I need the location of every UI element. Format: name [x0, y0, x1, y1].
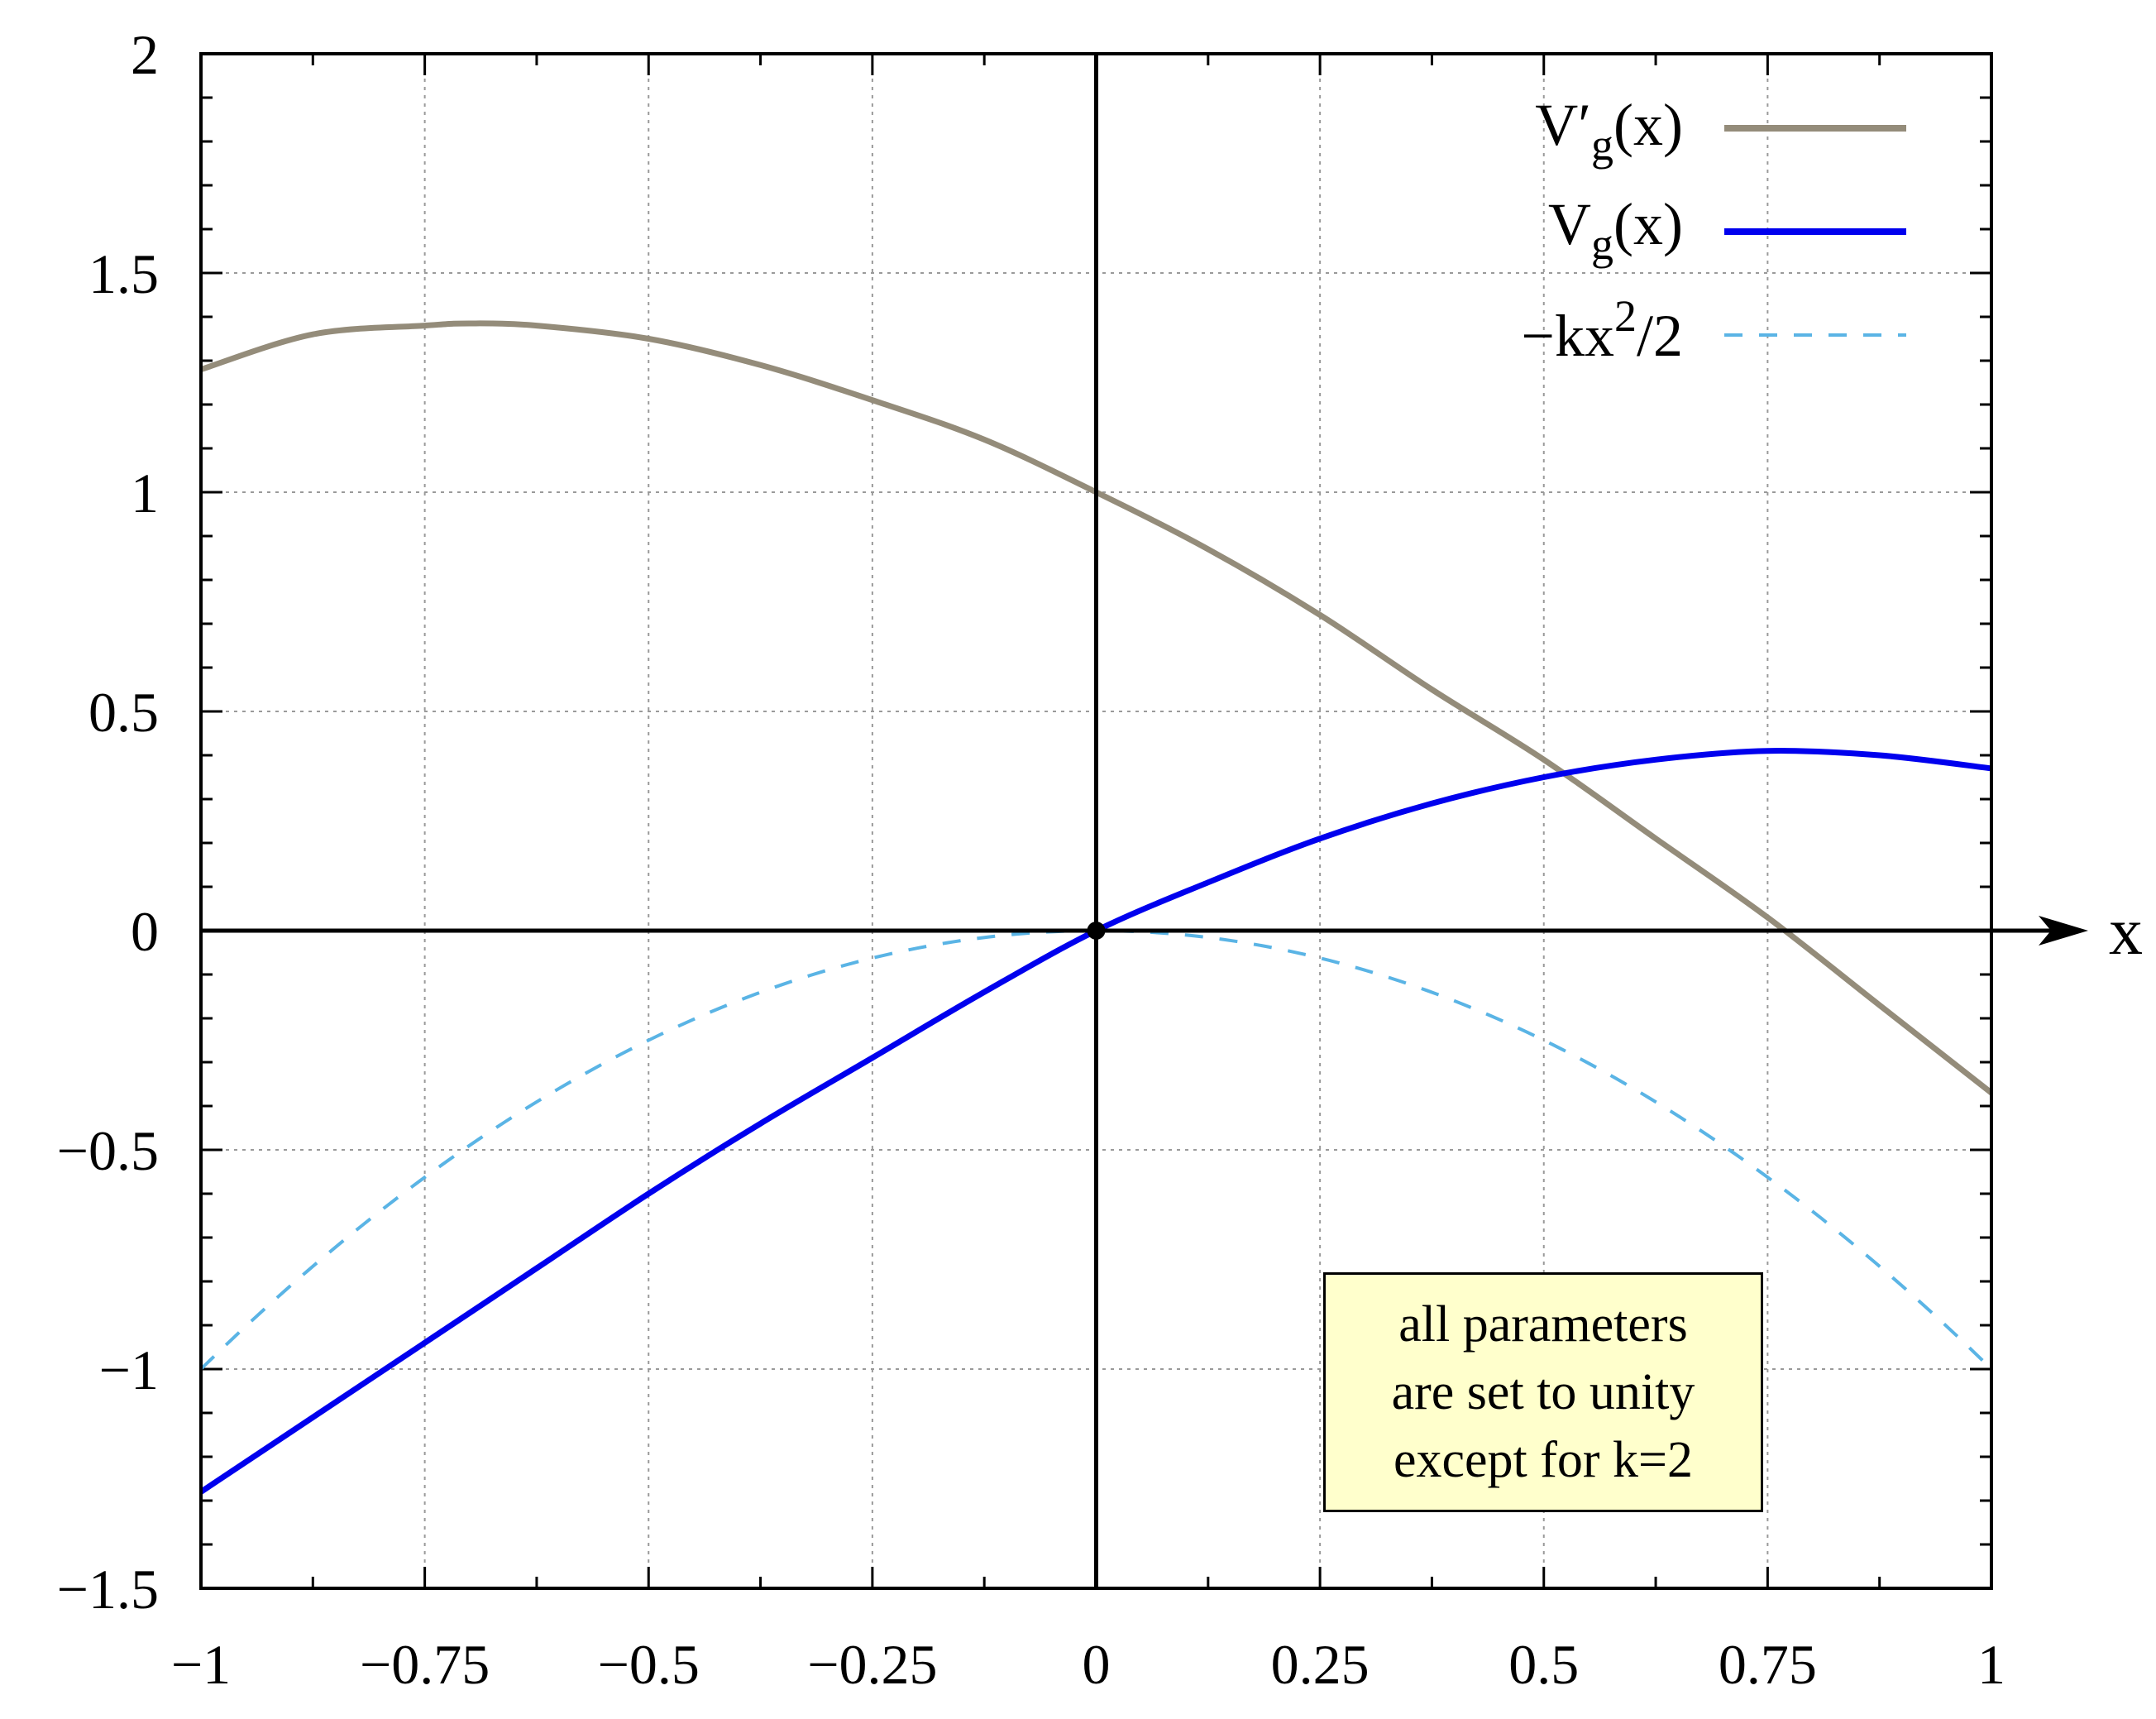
legend-entry-vprime: V′g(x) [1535, 92, 1683, 170]
note-line-2: are set to unity [1391, 1364, 1695, 1420]
x-tick-label: 0 [1083, 1633, 1111, 1696]
note-line-1: all parameters [1398, 1296, 1688, 1353]
x-tick-label: −0.5 [598, 1633, 700, 1696]
plot-frame [199, 52, 1993, 1590]
x-tick-label: 0.5 [1508, 1633, 1579, 1696]
legend-label-v: Vg(x) [1548, 191, 1683, 269]
y-tick-label: 0.5 [88, 681, 159, 744]
legend: V′g(x) Vg(x) −kx2/2 [1521, 92, 1906, 369]
y-tick-label: −1.5 [57, 1558, 159, 1621]
x-tick-label: −1 [171, 1633, 231, 1696]
origin-point [1087, 922, 1106, 940]
x-axis-title: x [2109, 893, 2143, 969]
legend-entry-v: Vg(x) [1548, 191, 1683, 269]
note-line-3: except for k=2 [1393, 1432, 1694, 1488]
x-tick-label: −0.25 [807, 1633, 937, 1696]
y-tick-label: 1.5 [88, 242, 159, 305]
parameter-note: all parameters are set to unity except f… [1323, 1272, 1763, 1512]
y-tick-label: 0 [131, 900, 159, 963]
legend-label-vprime: V′g(x) [1535, 92, 1683, 170]
legend-entry-kx2: −kx2/2 [1521, 291, 1683, 369]
x-tick-label: 0.25 [1271, 1633, 1370, 1696]
x-tick-label: −0.75 [360, 1633, 490, 1696]
y-tick-label: −1 [99, 1338, 159, 1401]
y-tick-label: 2 [131, 23, 159, 86]
y-tick-label: 1 [131, 462, 159, 524]
series-line-1 [199, 748, 1992, 1495]
y-tick-label: −0.5 [57, 1119, 159, 1182]
x-tick-label: 0.75 [1719, 1633, 1817, 1696]
tick-labels: −1 −0.75 −0.5 −0.25 0 0.25 0.5 0.75 1−1.5−1−0.50… [57, 23, 2005, 1696]
axes [199, 52, 2088, 1590]
legend-label-kx2: −kx2/2 [1521, 291, 1683, 369]
x-tick-label: 1 [1977, 1633, 2005, 1696]
x-axis-arrow [2039, 916, 2088, 946]
